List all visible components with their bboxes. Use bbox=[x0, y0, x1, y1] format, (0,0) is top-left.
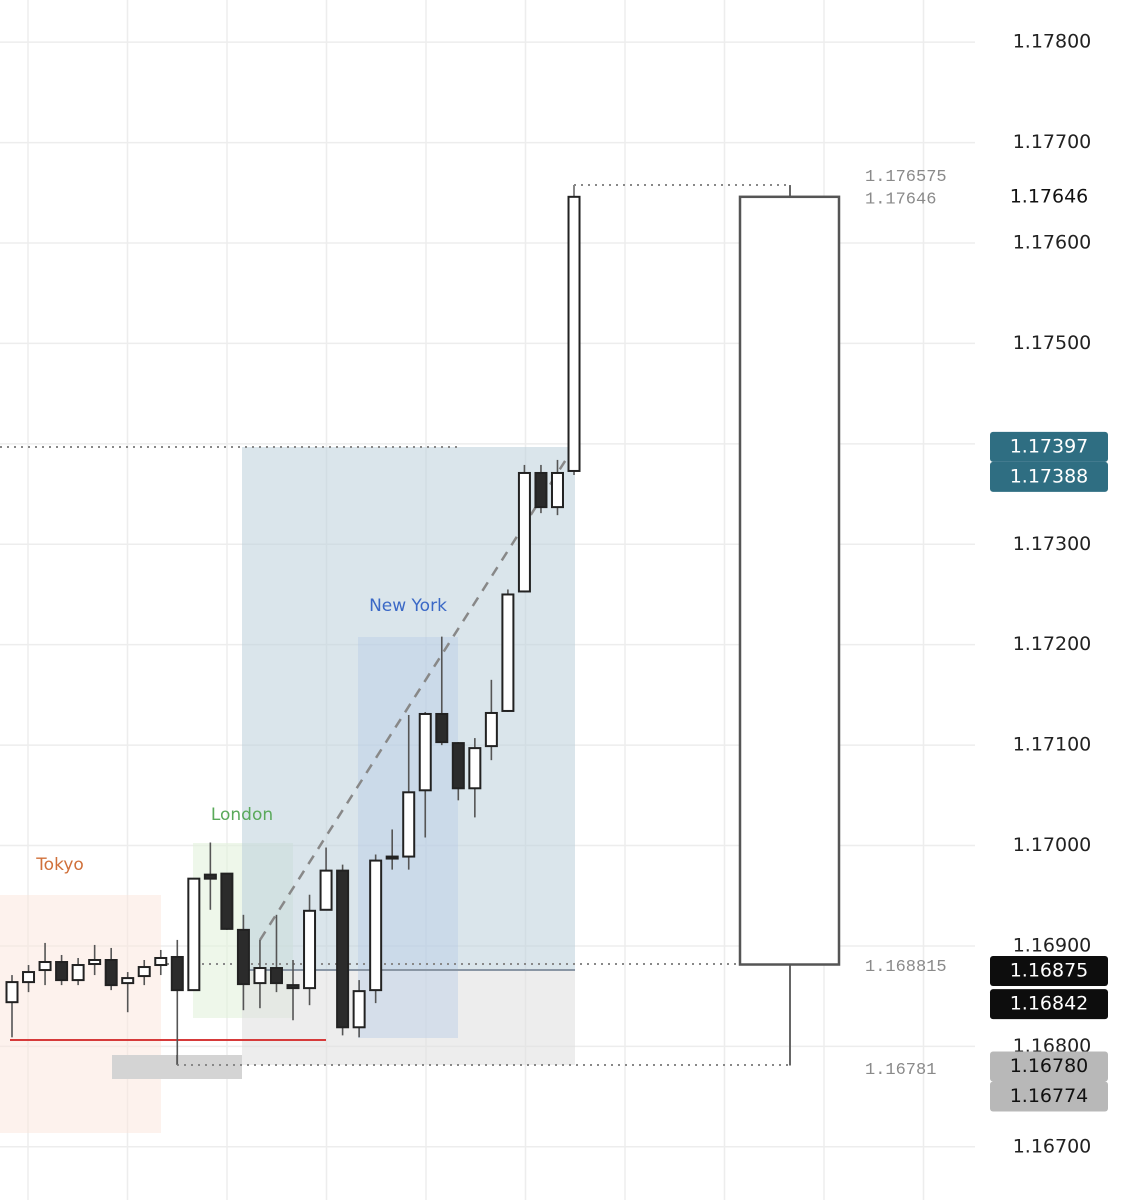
price-tag bbox=[990, 181, 1108, 212]
price-tag-label: 1.16780 bbox=[1010, 1055, 1089, 1077]
candle-body bbox=[402, 791, 416, 858]
candle-body bbox=[236, 928, 250, 986]
candle-body bbox=[418, 712, 432, 792]
candle-body bbox=[38, 961, 52, 972]
price-tag bbox=[990, 1081, 1108, 1112]
candle-body bbox=[385, 855, 399, 860]
candle-body bbox=[220, 872, 234, 930]
candle-body bbox=[336, 869, 350, 1029]
y-tick-label: 1.17600 bbox=[1013, 232, 1092, 254]
candle-body bbox=[22, 971, 36, 984]
candle-body bbox=[451, 742, 465, 790]
tokyo-box bbox=[0, 895, 161, 1133]
price-tag-label: 1.16875 bbox=[1010, 960, 1089, 982]
y-tick-label: 1.16700 bbox=[1013, 1135, 1092, 1157]
candle-body bbox=[137, 966, 151, 978]
candles bbox=[5, 185, 841, 1066]
candle-body bbox=[286, 984, 300, 990]
y-tick-label: 1.17500 bbox=[1013, 332, 1092, 354]
price-tag-label: 1.17646 bbox=[1010, 185, 1089, 207]
candle-body bbox=[71, 964, 85, 982]
price-tag-label: 1.17388 bbox=[1010, 465, 1089, 487]
price-tag-label: 1.17397 bbox=[1010, 435, 1089, 457]
candle-body bbox=[501, 593, 515, 712]
candle-body bbox=[253, 967, 267, 985]
price-tag bbox=[990, 461, 1108, 492]
y-tick-label: 1.17100 bbox=[1013, 734, 1092, 756]
candle-body bbox=[352, 990, 366, 1029]
candle-body bbox=[369, 859, 383, 992]
y-tick-label: 1.16900 bbox=[1013, 934, 1092, 956]
y-tick-label: 1.16800 bbox=[1013, 1035, 1092, 1057]
y-tick-label: 1.17000 bbox=[1013, 834, 1092, 856]
htf-level-label: 1.176575 bbox=[865, 168, 947, 187]
candle-body bbox=[104, 959, 118, 987]
labels: 1.16700 1.16800 1.16900 1.17000 1.17100 1.172… bbox=[35, 31, 1108, 1157]
candle-body bbox=[468, 747, 482, 790]
candle-body bbox=[187, 877, 201, 992]
htf-level-label: 1.17646 bbox=[865, 190, 936, 209]
candle-body bbox=[534, 471, 548, 509]
candle-body bbox=[5, 981, 19, 1004]
htf-body bbox=[738, 195, 841, 966]
candle-body bbox=[303, 909, 317, 990]
price-tag bbox=[990, 956, 1108, 987]
candle-body bbox=[154, 956, 168, 967]
candle-body bbox=[170, 955, 184, 992]
y-tick-label: 1.17800 bbox=[1013, 31, 1092, 53]
candle-body bbox=[550, 471, 564, 509]
candle-body bbox=[319, 869, 333, 911]
price-tag bbox=[990, 989, 1108, 1020]
y-tick-label: 1.17700 bbox=[1013, 131, 1092, 153]
candle-body bbox=[567, 195, 581, 472]
htf-level-label: 1.168815 bbox=[865, 958, 947, 977]
htf-level-label: 1.16781 bbox=[865, 1061, 936, 1080]
candle-body bbox=[121, 977, 135, 985]
price-tag bbox=[990, 1051, 1108, 1082]
candle-body bbox=[484, 711, 498, 748]
y-tick-label: 1.17200 bbox=[1013, 633, 1092, 655]
price-tag-label: 1.16774 bbox=[1010, 1085, 1089, 1107]
candle-body bbox=[435, 712, 449, 744]
candle-body bbox=[269, 967, 283, 985]
session-label: London bbox=[211, 805, 273, 825]
price-tag-label: 1.16842 bbox=[1010, 993, 1089, 1015]
session-label: New York bbox=[369, 596, 447, 616]
candle-body bbox=[55, 961, 69, 982]
price-tag bbox=[990, 431, 1108, 462]
y-tick-label: 1.17300 bbox=[1013, 533, 1092, 555]
session-label: Tokyo bbox=[35, 855, 84, 875]
candle-body bbox=[517, 471, 531, 593]
candle-body bbox=[88, 959, 102, 966]
candle-body bbox=[203, 873, 217, 880]
